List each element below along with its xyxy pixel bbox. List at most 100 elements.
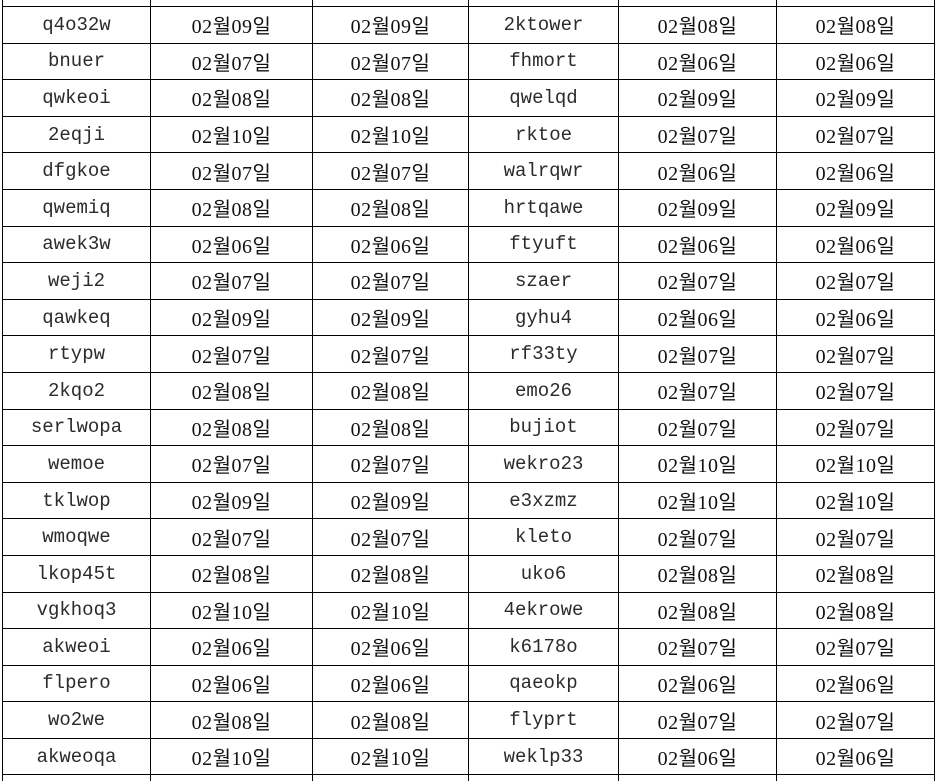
id-cell[interactable]: wmoqwe xyxy=(2,518,151,556)
date-cell[interactable]: 02월07일 xyxy=(312,335,469,373)
date-cell[interactable]: 02월06일 xyxy=(776,737,935,776)
date-cell[interactable]: 02월09일 xyxy=(150,298,313,337)
date-cell[interactable]: 02월07일 xyxy=(312,518,469,556)
id-cell[interactable]: ftyuft xyxy=(468,225,619,264)
id-cell[interactable]: gyhu4 xyxy=(468,298,619,337)
date-cell[interactable]: 02월08일 xyxy=(618,591,777,630)
date-cell[interactable]: 02월10일 xyxy=(618,445,777,483)
date-cell[interactable]: 02월07일 xyxy=(618,628,777,666)
date-cell[interactable]: 02월10일 xyxy=(150,737,313,776)
date-cell[interactable]: 02월10일 xyxy=(312,737,469,776)
date-cell[interactable]: 02월08일 xyxy=(312,408,469,447)
id-cell[interactable]: 4ekrowe xyxy=(468,591,619,630)
date-cell[interactable]: 02월10일 xyxy=(150,115,313,154)
date-cell[interactable]: 02월06일 xyxy=(312,664,469,703)
date-cell[interactable]: 02월08일 xyxy=(150,79,313,117)
date-cell[interactable]: 02월07일 xyxy=(618,115,777,154)
date-cell[interactable]: 02월06일 xyxy=(618,42,777,81)
date-cell[interactable]: 02월10일 xyxy=(312,115,469,154)
date-cell[interactable]: 02월06일 xyxy=(150,628,313,666)
id-cell[interactable]: akweoqa xyxy=(2,737,151,776)
date-cell[interactable]: 02월09일 xyxy=(312,481,469,520)
date-cell[interactable]: 02월06일 xyxy=(618,664,777,703)
id-cell[interactable]: bnuer xyxy=(2,42,151,81)
id-cell[interactable]: weklp33 xyxy=(468,737,619,776)
id-cell[interactable]: flyprt xyxy=(468,701,619,739)
date-cell[interactable]: 02월08일 xyxy=(150,554,313,593)
id-cell[interactable]: rktoe xyxy=(468,115,619,154)
date-cell[interactable]: 02월07일 xyxy=(618,371,777,410)
date-cell[interactable]: 02월07일 xyxy=(150,262,313,300)
date-cell[interactable]: 02월07일 xyxy=(312,445,469,483)
date-cell[interactable]: 02월08일 xyxy=(618,554,777,593)
date-cell[interactable]: 02월06일 xyxy=(312,225,469,264)
id-cell[interactable]: k6178o xyxy=(468,628,619,666)
date-cell[interactable]: 02월07일 xyxy=(312,152,469,190)
date-cell[interactable]: 02월07일 xyxy=(776,701,935,739)
date-cell[interactable]: 02월08일 xyxy=(312,188,469,227)
date-cell[interactable]: 02월07일 xyxy=(150,518,313,556)
id-cell[interactable]: fhmort xyxy=(468,42,619,81)
date-cell[interactable]: 02월07일 xyxy=(618,262,777,300)
date-cell[interactable]: 02월10일 xyxy=(776,445,935,483)
date-cell[interactable]: 02월06일 xyxy=(776,152,935,190)
id-cell[interactable]: szaer xyxy=(468,262,619,300)
date-cell[interactable]: 02월06일 xyxy=(776,42,935,81)
date-cell[interactable]: 02월07일 xyxy=(776,262,935,300)
date-cell[interactable]: 02월08일 xyxy=(312,371,469,410)
date-cell[interactable]: 02월07일 xyxy=(150,152,313,190)
date-cell[interactable]: 02월07일 xyxy=(776,408,935,447)
id-cell[interactable]: emo26 xyxy=(468,371,619,410)
id-cell[interactable]: tklwop xyxy=(2,481,151,520)
id-cell[interactable]: bujiot xyxy=(468,408,619,447)
date-cell[interactable]: 02월09일 xyxy=(150,6,313,44)
id-cell[interactable]: hrtqawe xyxy=(468,188,619,227)
date-cell[interactable]: 02월06일 xyxy=(618,152,777,190)
id-cell[interactable]: lkop45t xyxy=(2,554,151,593)
date-cell[interactable]: 02월06일 xyxy=(618,737,777,776)
id-cell[interactable]: serlwopa xyxy=(2,408,151,447)
date-cell[interactable]: 02월06일 xyxy=(776,664,935,703)
id-cell[interactable]: rf33ty xyxy=(468,335,619,373)
date-cell[interactable]: 02월09일 xyxy=(312,298,469,337)
id-cell[interactable]: kleto xyxy=(468,518,619,556)
id-cell[interactable]: flpero xyxy=(2,664,151,703)
date-cell[interactable]: 02월09일 xyxy=(618,188,777,227)
date-cell[interactable]: 02월07일 xyxy=(618,408,777,447)
date-cell[interactable]: 02월07일 xyxy=(776,371,935,410)
date-cell[interactable]: 02월07일 xyxy=(618,701,777,739)
id-cell[interactable]: vgkhoq3 xyxy=(2,591,151,630)
date-cell[interactable]: 02월08일 xyxy=(776,591,935,630)
date-cell[interactable]: 02월08일 xyxy=(312,79,469,117)
date-cell[interactable]: 02월06일 xyxy=(312,628,469,666)
date-cell[interactable]: 02월08일 xyxy=(776,554,935,593)
date-cell[interactable]: 02월08일 xyxy=(150,188,313,227)
date-cell[interactable]: 02월07일 xyxy=(150,335,313,373)
date-cell[interactable]: 02월07일 xyxy=(312,262,469,300)
id-cell[interactable]: qwelqd xyxy=(468,79,619,117)
id-cell[interactable]: wo2we xyxy=(2,701,151,739)
date-cell[interactable]: 02월09일 xyxy=(618,79,777,117)
date-cell[interactable]: 02월07일 xyxy=(150,445,313,483)
id-cell[interactable]: e3xzmz xyxy=(468,481,619,520)
date-cell[interactable]: 02월07일 xyxy=(776,518,935,556)
id-cell[interactable]: rtypw xyxy=(2,335,151,373)
id-cell[interactable]: weji2 xyxy=(2,262,151,300)
date-cell[interactable]: 02월08일 xyxy=(312,554,469,593)
id-cell[interactable]: qawkeq xyxy=(2,298,151,337)
date-cell[interactable]: 02월06일 xyxy=(150,225,313,264)
id-cell[interactable]: 2eqji xyxy=(2,115,151,154)
date-cell[interactable]: 02월06일 xyxy=(776,225,935,264)
date-cell[interactable]: 02월09일 xyxy=(312,6,469,44)
id-cell[interactable]: dfgkoe xyxy=(2,152,151,190)
id-cell[interactable]: qaeokp xyxy=(468,664,619,703)
id-cell[interactable]: wekro23 xyxy=(468,445,619,483)
date-cell[interactable]: 02월08일 xyxy=(776,6,935,44)
id-cell[interactable]: awek3w xyxy=(2,225,151,264)
id-cell[interactable]: 2kqo2 xyxy=(2,371,151,410)
id-cell[interactable]: wemoe xyxy=(2,445,151,483)
id-cell[interactable]: walrqwr xyxy=(468,152,619,190)
date-cell[interactable]: 02월06일 xyxy=(150,664,313,703)
date-cell[interactable]: 02월06일 xyxy=(618,298,777,337)
date-cell[interactable]: 02월07일 xyxy=(150,42,313,81)
